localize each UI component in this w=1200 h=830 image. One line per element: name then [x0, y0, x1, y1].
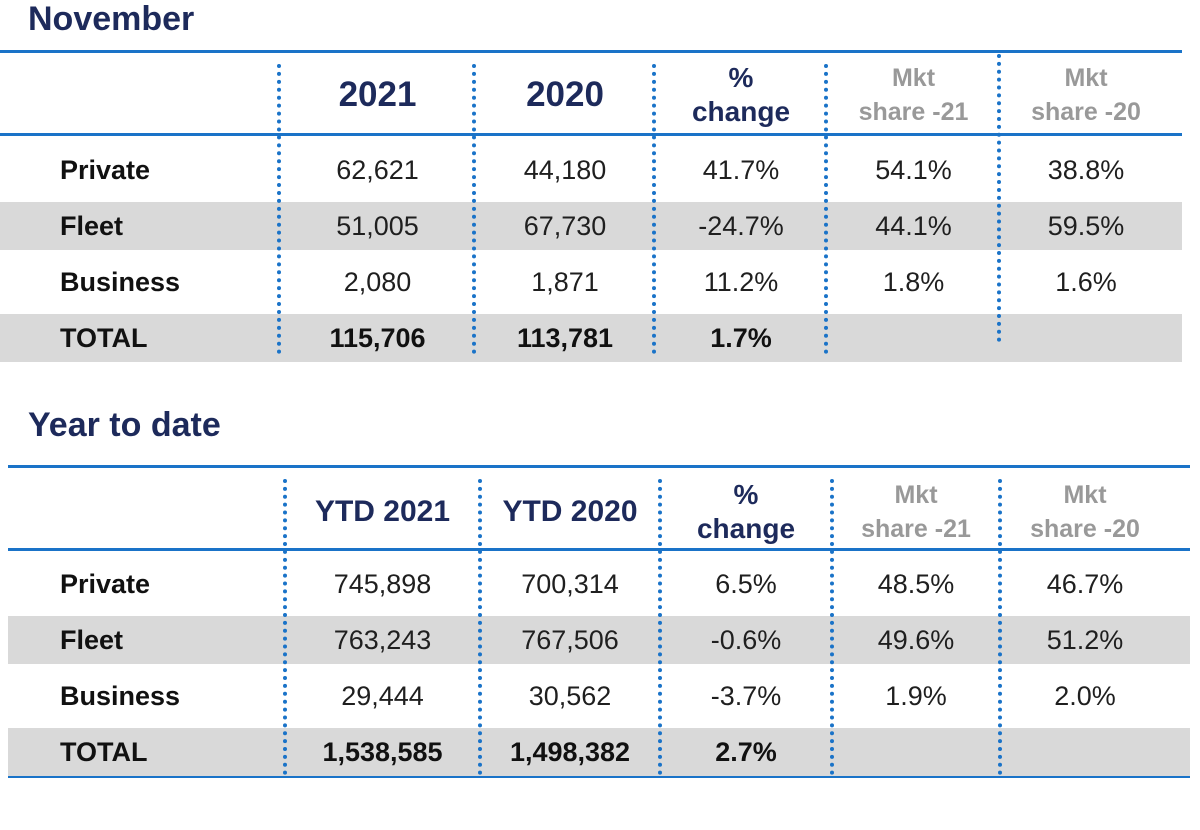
table-row: Fleet 763,243 767,506 -0.6% 49.6% 51.2% [8, 616, 1190, 664]
row-label: Private [60, 154, 151, 185]
header-top-rule [8, 465, 1190, 468]
value-mkt-share-21: 54.1% [875, 154, 952, 185]
value-2021: 115,706 [329, 322, 426, 353]
header-mkt-share-21: Mkt share -21 [827, 60, 1000, 130]
header-ytd-2020: YTD 2020 [502, 495, 638, 528]
row-label: TOTAL [60, 736, 148, 767]
header-top-rule [0, 50, 1182, 53]
value-mkt-share-20: 2.0% [1054, 680, 1116, 711]
ytd-title: Year to date [28, 406, 221, 444]
table-row: Business 29,444 30,562 -3.7% 1.9% 2.0% [8, 672, 1190, 720]
header-mkt-share-21: Mkt share -21 [832, 477, 1000, 547]
row-label: Business [60, 266, 181, 297]
value-mkt-share-20: 46.7% [1046, 568, 1124, 599]
value-pct-change: -24.7% [698, 210, 784, 241]
header-mkt21-bottom: share -21 [858, 98, 969, 126]
column-divider [478, 479, 482, 775]
value-mkt-share-21: 1.8% [882, 266, 945, 297]
column-divider [652, 64, 656, 354]
header-mkt21-bottom: share -21 [861, 515, 971, 543]
value-mkt-share-20: 59.5% [1047, 210, 1125, 241]
row-label: Private [60, 568, 151, 599]
value-pct-change: -3.7% [710, 680, 782, 711]
value-ytd-2020: 700,314 [521, 568, 619, 599]
header-change-label: change [691, 96, 791, 127]
header-mkt20-top: Mkt [1064, 64, 1108, 92]
value-2021: 62,621 [336, 154, 419, 185]
value-ytd-2021: 29,444 [341, 680, 424, 711]
value-mkt-share-21: 49.6% [877, 624, 955, 655]
value-ytd-2020: 767,506 [521, 624, 619, 655]
value-mkt-share-20: 38.8% [1047, 154, 1125, 185]
header-pct-symbol: % [733, 479, 759, 510]
column-divider [283, 479, 287, 775]
value-pct-change: 1.7% [710, 322, 772, 353]
row-label: Fleet [60, 210, 124, 241]
header-mkt20-bottom: share -20 [1031, 98, 1141, 126]
header-change-label: change [696, 513, 796, 544]
header-pct-change: % change [655, 58, 827, 132]
header-mkt21-top: Mkt [891, 64, 936, 92]
value-mkt-share-21 [832, 728, 1000, 776]
value-2020: 113,781 [516, 322, 614, 353]
value-mkt-share-20 [1000, 728, 1170, 776]
value-2020: 67,730 [523, 210, 607, 241]
value-mkt-share-21: 44.1% [875, 210, 952, 241]
table-row: Fleet 51,005 67,730 -24.7% 44.1% 59.5% [0, 202, 1182, 250]
value-ytd-2020: 1,498,382 [509, 736, 631, 767]
value-2020: 44,180 [523, 154, 607, 185]
value-2021: 2,080 [343, 266, 412, 297]
table-row: Business 2,080 1,871 11.2% 1.8% 1.6% [0, 258, 1182, 306]
column-divider [824, 64, 828, 354]
value-pct-change: 6.5% [715, 568, 777, 599]
ytd-table: YTD 2021 YTD 2020 % change Mkt share -21… [0, 465, 1200, 785]
column-divider [830, 479, 834, 775]
row-label: TOTAL [60, 322, 148, 353]
value-ytd-2021: 745,898 [333, 568, 432, 599]
value-mkt-share-21: 48.5% [877, 568, 955, 599]
value-ytd-2021: 763,243 [333, 624, 432, 655]
value-mkt-share-20 [1000, 314, 1172, 362]
value-mkt-share-20: 51.2% [1046, 624, 1124, 655]
row-label: Fleet [60, 624, 124, 655]
header-pct-symbol: % [728, 62, 754, 93]
header-mkt20-bottom: share -20 [1030, 515, 1140, 543]
column-divider [997, 54, 1001, 342]
header-mkt-share-20: Mkt share -20 [1000, 60, 1172, 130]
header-2021: 2021 [338, 75, 417, 114]
value-ytd-2021: 1,538,585 [322, 736, 443, 767]
column-divider [998, 479, 1002, 775]
value-pct-change: 41.7% [702, 154, 780, 185]
header-mkt-share-20: Mkt share -20 [1000, 477, 1170, 547]
value-pct-change: 2.7% [715, 736, 777, 767]
column-divider [277, 64, 281, 354]
header-bottom-rule [0, 133, 1182, 136]
header-bottom-rule [8, 548, 1190, 551]
table-row: Private 62,621 44,180 41.7% 54.1% 38.8% [0, 146, 1182, 194]
column-divider [472, 64, 476, 354]
value-mkt-share-21 [827, 314, 1000, 362]
november-table: 2021 2020 % change Mkt share -21 Mkt sha… [0, 50, 1200, 370]
table-row-total: TOTAL 1,538,585 1,498,382 2.7% [8, 728, 1190, 778]
header-2020: 2020 [526, 75, 604, 114]
table-row-total: TOTAL 115,706 113,781 1.7% [0, 314, 1182, 362]
table-row: Private 745,898 700,314 6.5% 48.5% 46.7% [8, 560, 1190, 608]
value-mkt-share-20: 1.6% [1055, 266, 1117, 297]
value-mkt-share-21: 1.9% [885, 680, 947, 711]
value-ytd-2020: 30,562 [528, 680, 612, 711]
value-2021: 51,005 [336, 210, 419, 241]
november-title: November [28, 0, 195, 38]
header-ytd-2021: YTD 2021 [314, 495, 451, 528]
value-pct-change: -0.6% [710, 624, 782, 655]
header-mkt21-top: Mkt [894, 481, 938, 509]
header-mkt20-top: Mkt [1063, 481, 1107, 509]
header-pct-change: % change [660, 475, 832, 549]
value-pct-change: 11.2% [703, 266, 779, 297]
column-divider [658, 479, 662, 775]
value-2020: 1,871 [531, 266, 599, 297]
row-label: Business [60, 680, 181, 711]
